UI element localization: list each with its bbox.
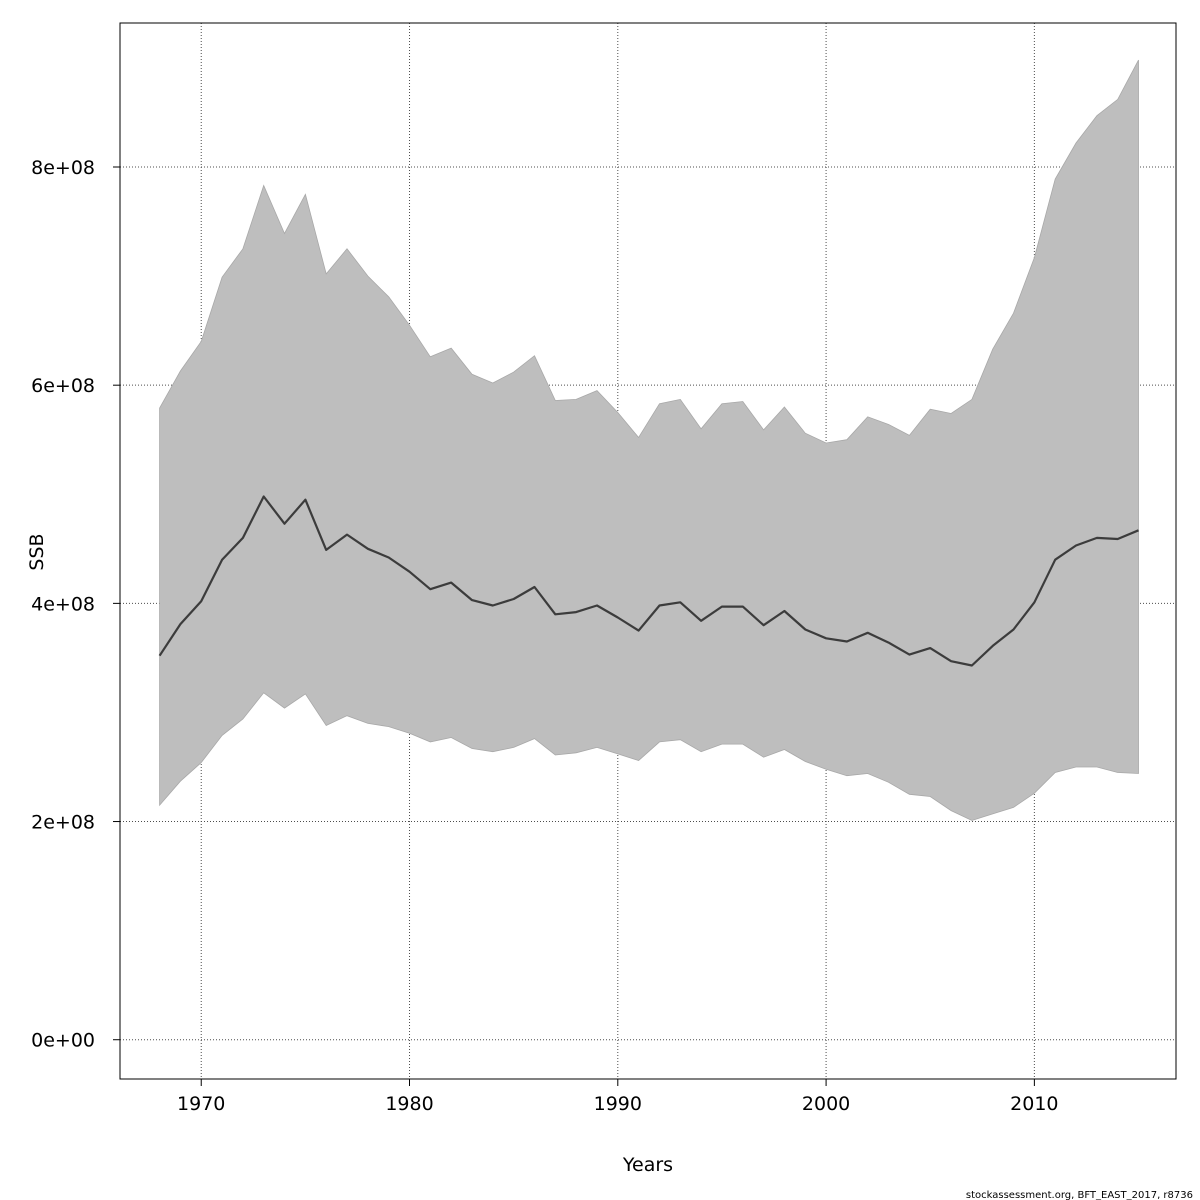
x-axis: 1970 1980 1990 2000 2010 <box>177 1079 1059 1115</box>
ssb-series-line <box>158 495 1139 667</box>
y-axis-title: SSB <box>26 533 48 570</box>
x-tick-label: 1970 <box>177 1093 225 1115</box>
y-axis: 0e+00 2e+08 4e+08 6e+08 8e+08 <box>31 157 120 1052</box>
confidence-band <box>159 59 1139 821</box>
plot-frame <box>119 22 1177 1080</box>
x-axis-title: Years <box>622 1154 673 1176</box>
x-tick-label: 2010 <box>1010 1093 1058 1115</box>
x-tick-label: 1990 <box>594 1093 642 1115</box>
y-tick-label: 8e+08 <box>31 157 95 179</box>
y-tick-label: 2e+08 <box>31 812 95 834</box>
x-tick-label: 1980 <box>385 1093 433 1115</box>
y-tick-label: 0e+00 <box>31 1030 95 1052</box>
y-tick-label: 6e+08 <box>31 375 95 397</box>
credit-text: stockassessment.org, BFT_EAST_2017, r873… <box>966 1190 1193 1200</box>
x-tick-label: 2000 <box>802 1093 850 1115</box>
y-tick-label: 4e+08 <box>31 593 95 615</box>
